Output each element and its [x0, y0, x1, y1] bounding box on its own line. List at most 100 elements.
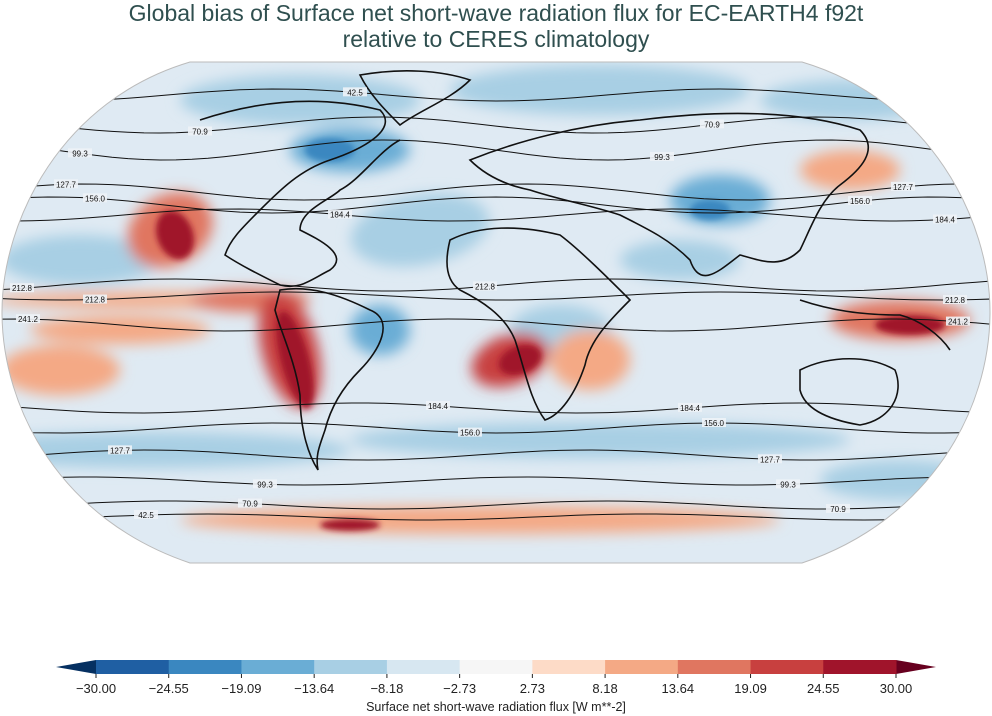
- contour-label-bg: [826, 503, 850, 513]
- colorbar-bin-1: [168, 660, 242, 674]
- bias-region: [350, 305, 410, 355]
- contour-label: 184.4: [680, 404, 701, 413]
- map-area: 42.5 70.9 70.9 99.3 99.3 127.7 127.7 156.0 156.0…: [2, 62, 990, 563]
- contour-label-bg: [134, 510, 158, 520]
- contour-label-bg: [188, 126, 212, 136]
- bias-region: [350, 422, 850, 458]
- contour-label-bg: [83, 294, 107, 304]
- colorbar-over-arrow: [896, 660, 936, 674]
- contour-label-bg: [328, 209, 352, 219]
- contour-label-bg: [108, 445, 132, 455]
- contour-line: [2, 196, 990, 214]
- colorbar-tick-label: 19.09: [734, 681, 767, 696]
- colorbar-bin-0: [96, 660, 170, 674]
- bias-region: [276, 311, 314, 409]
- contour-label: 42.5: [138, 511, 154, 520]
- bias-region: [320, 519, 380, 531]
- contour-label-bg: [238, 498, 262, 508]
- contour-label: 70.9: [830, 505, 846, 514]
- contour-label: 184.4: [935, 215, 956, 224]
- contour-line: [2, 88, 990, 102]
- bias-region: [350, 193, 490, 267]
- colorbar-tick-label: 8.18: [592, 681, 617, 696]
- colorbar-tick-label: −24.55: [149, 681, 189, 696]
- coastline-south-america: [274, 287, 384, 471]
- contour-label-bg: [758, 454, 782, 464]
- contour-label: 70.9: [192, 127, 208, 136]
- bias-region: [620, 240, 740, 280]
- contour-label-bg: [68, 148, 92, 158]
- contour-line: [2, 183, 990, 201]
- contour-label: 241.2: [948, 318, 969, 327]
- contour-label: 156.0: [850, 197, 871, 206]
- bias-region: [180, 506, 780, 534]
- chart-title-line-2: relative to CERES climatology: [342, 26, 650, 52]
- contour-label-bg: [343, 87, 367, 97]
- colorbar-tick-label: 13.64: [662, 681, 695, 696]
- colorbar-tick-label: 24.55: [807, 681, 840, 696]
- colorbar-tick-label: −30.00: [76, 681, 116, 696]
- contour-label: 241.2: [18, 315, 39, 324]
- contour-line: [2, 318, 990, 332]
- colorbar-bin-5: [459, 660, 533, 674]
- colorbar-tick-label: −2.73: [443, 681, 476, 696]
- contour-line: [2, 476, 990, 486]
- contour-label: 99.3: [654, 153, 670, 162]
- bias-region: [30, 316, 210, 344]
- colorbar-bin-7: [605, 660, 679, 674]
- bias-region: [760, 80, 940, 120]
- bias-region: [800, 150, 900, 190]
- colorbar-bin-2: [241, 660, 315, 674]
- contour-label-bg: [426, 400, 450, 410]
- contour-label: 42.5: [347, 88, 363, 97]
- bias-region: [450, 65, 750, 115]
- colorbar-tick-label: 30.00: [880, 681, 913, 696]
- bias-region: [550, 330, 630, 390]
- colorbar: −30.00 −24.55 −19.09 −13.64 −8.18 −2.73 2.73 8.…: [56, 660, 936, 714]
- colorbar-tick-label: 2.73: [520, 681, 545, 696]
- contour-label: 127.7: [56, 180, 77, 189]
- contour-labels: 42.5 70.9 70.9 99.3 99.3 127.7 127.7 156.0 156.0…: [10, 87, 970, 520]
- colorbar-bin-9: [750, 660, 824, 674]
- chart-title-line-1: Global bias of Surface net short-wave ra…: [128, 0, 864, 26]
- contour-label-bg: [776, 479, 800, 489]
- climatology-contours: [2, 88, 990, 521]
- bias-region: [156, 210, 194, 260]
- coastline-maritime: [799, 299, 951, 351]
- contour-label-bg: [650, 151, 674, 161]
- contour-label-bg: [943, 294, 967, 304]
- coastline-australia: [799, 358, 899, 426]
- contour-label: 212.8: [85, 296, 106, 305]
- colorbar-label: Surface net short-wave radiation flux [W…: [366, 700, 626, 714]
- contour-label: 127.7: [893, 183, 914, 192]
- bias-region: [2, 345, 120, 395]
- contour-label: 70.9: [242, 500, 258, 509]
- contour-line: [2, 116, 990, 134]
- contour-label-bg: [16, 314, 40, 324]
- contour-label-bg: [83, 193, 107, 203]
- map-border: [1, 61, 991, 564]
- contour-label-bg: [253, 479, 277, 489]
- contour-label-bg: [891, 181, 915, 191]
- colorbar-bin-6: [532, 660, 606, 674]
- contour-line: [2, 449, 990, 461]
- contour-label-bg: [700, 119, 724, 129]
- contour-label-bg: [946, 316, 970, 326]
- contour-label: 184.4: [428, 402, 449, 411]
- colorbar-tick-label: −8.18: [370, 681, 403, 696]
- contour-label: 127.7: [760, 455, 781, 464]
- contour-line: [2, 402, 990, 414]
- colorbar-bin-3: [314, 660, 388, 674]
- contour-label-bg: [933, 214, 957, 224]
- colorbar-bin-4: [386, 660, 461, 674]
- bias-field: [2, 65, 980, 534]
- contour-label: 99.3: [780, 480, 796, 489]
- bias-region: [2, 235, 160, 285]
- contour-line: [2, 139, 990, 161]
- coastline-north-america: [199, 100, 401, 288]
- contour-label-bg: [702, 418, 726, 428]
- colorbar-bin-10: [823, 660, 897, 674]
- contour-line: [2, 291, 990, 301]
- contour-label: 156.0: [85, 194, 106, 203]
